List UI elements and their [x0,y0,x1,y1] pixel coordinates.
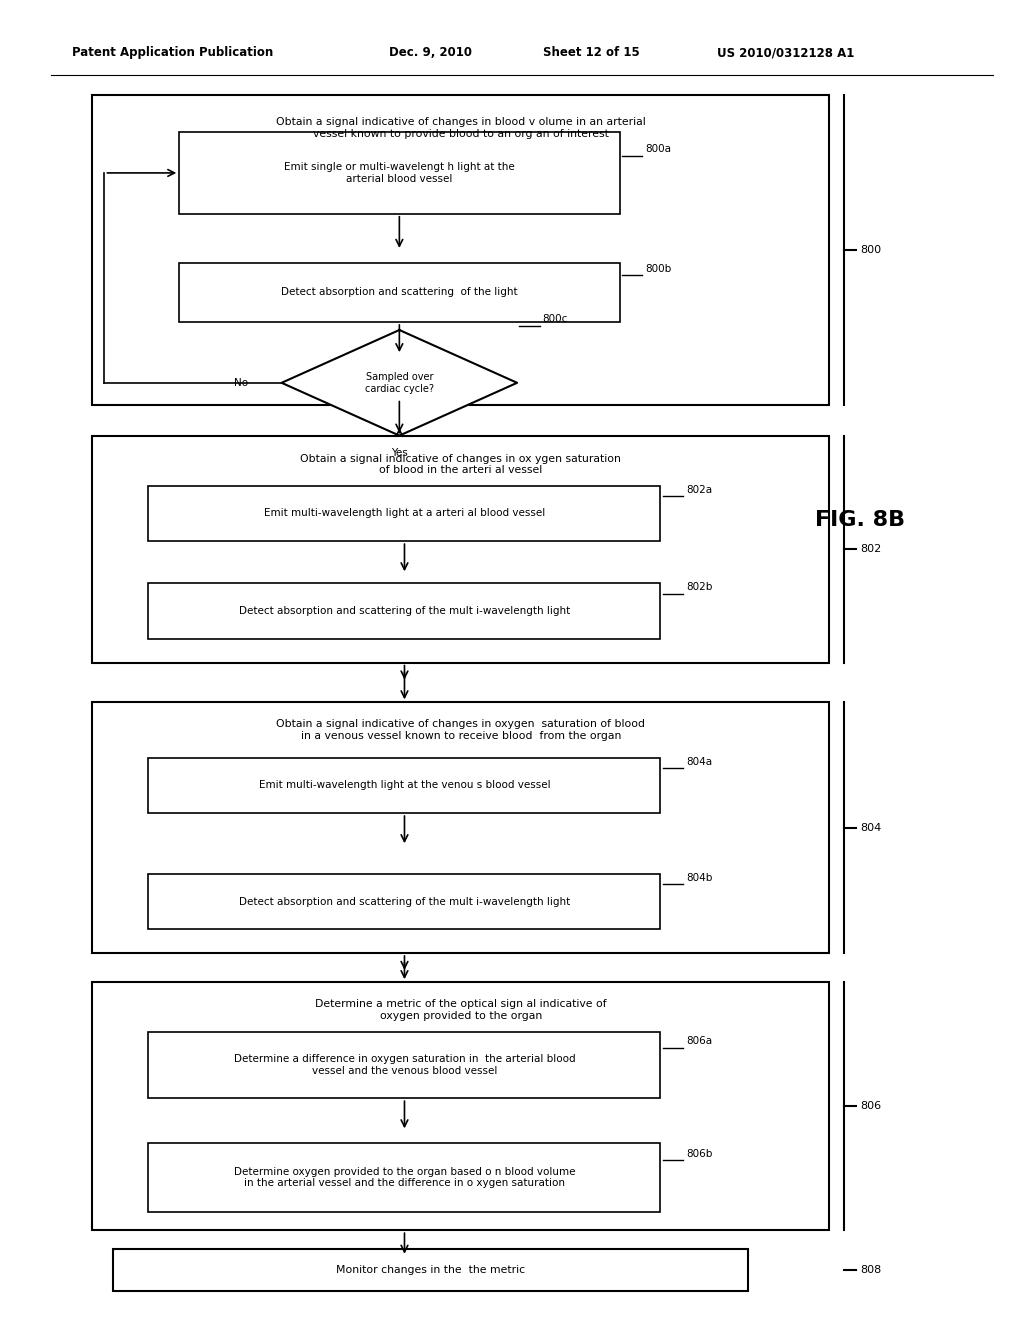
FancyBboxPatch shape [148,486,660,541]
Text: Emit single or multi-wavelengt h light at the
arterial blood vessel: Emit single or multi-wavelengt h light a… [284,162,515,183]
Text: Yes: Yes [391,447,408,458]
Text: 802b: 802b [686,582,713,593]
Text: 808: 808 [860,1265,882,1275]
FancyBboxPatch shape [92,436,829,663]
Text: US 2010/0312128 A1: US 2010/0312128 A1 [717,46,854,59]
Text: 806b: 806b [686,1148,713,1159]
Text: 804a: 804a [686,756,713,767]
FancyBboxPatch shape [148,874,660,929]
Text: Obtain a signal indicative of changes in ox ygen saturation
of blood in the arte: Obtain a signal indicative of changes in… [300,454,622,475]
Text: 800b: 800b [645,264,672,273]
Text: 804: 804 [860,822,882,833]
Text: Detect absorption and scattering  of the light: Detect absorption and scattering of the … [281,288,518,297]
FancyBboxPatch shape [148,583,660,639]
FancyBboxPatch shape [179,263,620,322]
Text: 800a: 800a [645,144,671,154]
Text: Emit multi-wavelength light at the venou s blood vessel: Emit multi-wavelength light at the venou… [259,780,550,791]
Text: Determine oxygen provided to the organ based o n blood volume
in the arterial ve: Determine oxygen provided to the organ b… [233,1167,575,1188]
Text: Patent Application Publication: Patent Application Publication [72,46,273,59]
Text: Detect absorption and scattering of the mult i-wavelength light: Detect absorption and scattering of the … [239,896,570,907]
FancyBboxPatch shape [148,758,660,813]
Text: No: No [233,378,248,388]
Text: 800c: 800c [543,314,568,325]
FancyBboxPatch shape [92,982,829,1230]
FancyBboxPatch shape [148,1032,660,1098]
Text: Detect absorption and scattering of the mult i-wavelength light: Detect absorption and scattering of the … [239,606,570,616]
Text: Dec. 9, 2010: Dec. 9, 2010 [389,46,472,59]
Text: 806a: 806a [686,1036,713,1047]
Text: Sampled over
cardiac cycle?: Sampled over cardiac cycle? [365,372,434,393]
Text: 800: 800 [860,246,882,255]
FancyBboxPatch shape [113,1249,748,1291]
Text: 802: 802 [860,544,882,554]
Text: Sheet 12 of 15: Sheet 12 of 15 [543,46,639,59]
Text: 802a: 802a [686,484,713,495]
FancyBboxPatch shape [92,95,829,405]
Text: Obtain a signal indicative of changes in blood v olume in an arterial
vessel kno: Obtain a signal indicative of changes in… [275,117,646,139]
Text: 806: 806 [860,1101,882,1111]
FancyBboxPatch shape [179,132,620,214]
Text: 804b: 804b [686,873,713,883]
Text: Determine a metric of the optical sign al indicative of
oxygen provided to the o: Determine a metric of the optical sign a… [315,999,606,1020]
Text: Monitor changes in the  the metric: Monitor changes in the the metric [336,1265,524,1275]
Text: Emit multi-wavelength light at a arteri al blood vessel: Emit multi-wavelength light at a arteri … [264,508,545,519]
Polygon shape [282,330,517,436]
Text: FIG. 8B: FIG. 8B [815,510,905,531]
FancyBboxPatch shape [148,1143,660,1212]
Text: Determine a difference in oxygen saturation in  the arterial blood
vessel and th: Determine a difference in oxygen saturat… [233,1055,575,1076]
FancyBboxPatch shape [92,702,829,953]
Text: Obtain a signal indicative of changes in oxygen  saturation of blood
in a venous: Obtain a signal indicative of changes in… [276,719,645,741]
